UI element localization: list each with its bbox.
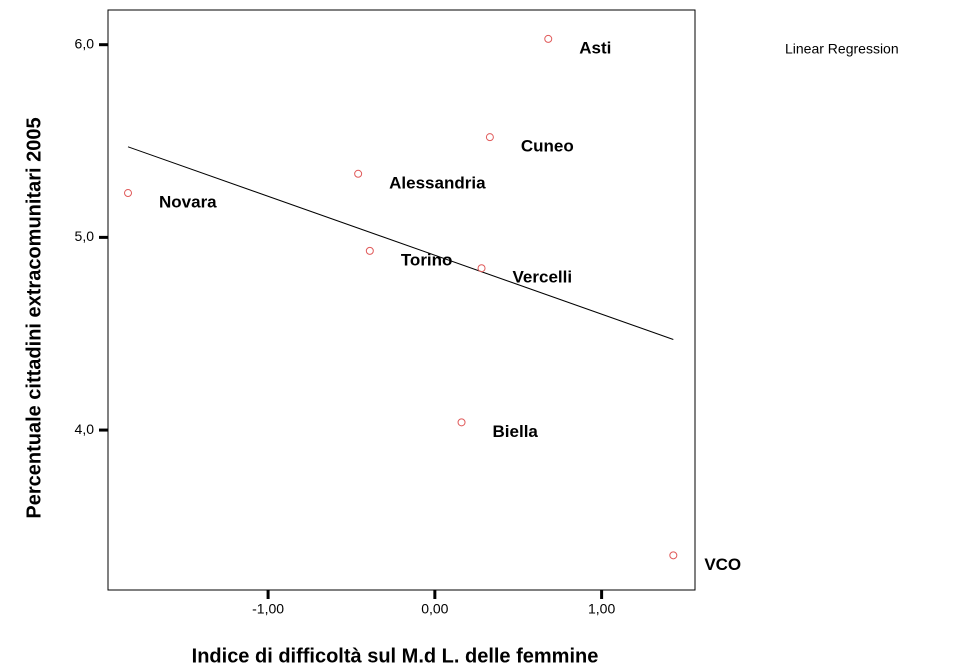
y-axis-title: Percentuale cittadini extracomunitari 20… — [23, 117, 45, 518]
legend-label: Linear Regression — [785, 41, 899, 57]
point — [124, 189, 133, 198]
y-tick-label: 6,0 — [75, 35, 95, 51]
y-tick-label: 4,0 — [75, 421, 95, 437]
point-label: Vercelli — [513, 268, 573, 287]
point-label: Asti — [579, 38, 611, 57]
point-label: Cuneo — [521, 137, 574, 156]
point-label: Biella — [493, 422, 539, 441]
point — [354, 169, 363, 178]
y-tick-label: 5,0 — [75, 228, 95, 244]
x-tick-label: -1,00 — [252, 601, 284, 617]
point-label: VCO — [704, 555, 741, 574]
point-label: Torino — [401, 250, 453, 269]
x-axis-title: Indice di difficoltà sul M.d L. delle fe… — [192, 645, 599, 667]
point — [365, 246, 374, 255]
point — [457, 418, 466, 427]
point-label: Alessandria — [389, 173, 486, 192]
point — [485, 133, 494, 142]
point — [477, 264, 486, 273]
point — [669, 551, 678, 560]
plot-frame — [107, 9, 696, 591]
x-tick-label: 1,00 — [588, 601, 615, 617]
regression-line — [127, 146, 674, 340]
point-label: Novara — [159, 193, 217, 212]
point — [544, 34, 553, 43]
x-tick-label: 0,00 — [421, 601, 448, 617]
